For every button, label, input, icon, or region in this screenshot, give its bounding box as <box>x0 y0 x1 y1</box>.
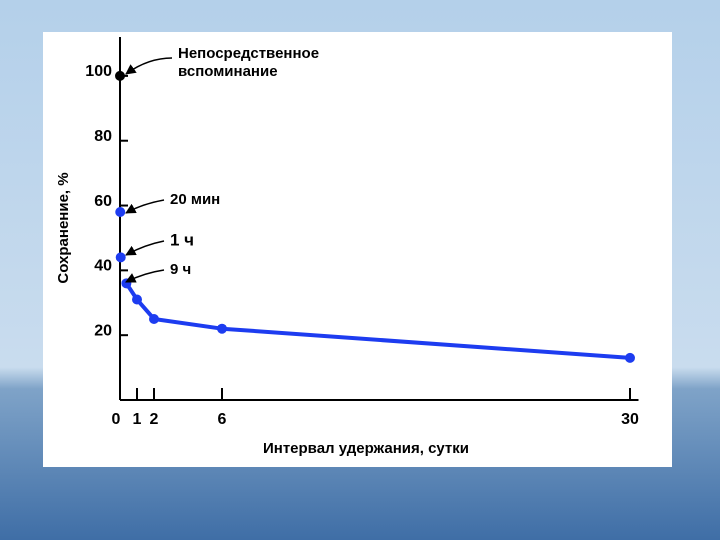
x-tick-label: 1 <box>133 411 142 428</box>
arrow <box>125 57 173 75</box>
annotation: Непосредственное <box>178 45 319 62</box>
arrow <box>125 240 165 256</box>
plot-area: 20 40 60 80 100 0 1 2 6 30 <box>85 37 639 428</box>
annotation: вспоминание <box>178 63 278 80</box>
data-point <box>217 323 227 334</box>
y-tick-label: 80 <box>94 128 112 145</box>
data-point <box>149 313 159 324</box>
x-axis-label: Интервал удержания, сутки <box>263 440 469 457</box>
y-tick-label: 100 <box>85 63 112 80</box>
arrow <box>125 199 165 214</box>
y-tick-label: 60 <box>94 193 112 210</box>
x-tick-label: 2 <box>150 411 159 428</box>
annotation: 20 мин <box>170 191 220 208</box>
arrow <box>125 269 165 283</box>
data-point <box>115 70 125 81</box>
data-point <box>132 294 142 305</box>
x-tick-label: 0 <box>112 411 121 428</box>
data-point <box>115 207 126 218</box>
chart-panel <box>43 32 672 467</box>
y-tick-label: 40 <box>94 258 112 275</box>
data-point <box>115 252 126 263</box>
data-point <box>625 352 635 363</box>
annotation: 1 ч <box>170 230 194 249</box>
x-tick-label: 30 <box>621 411 639 428</box>
annotation: 9 ч <box>170 261 191 278</box>
y-axis-label: Сохранение, % <box>55 172 72 283</box>
x-tick-label: 6 <box>218 411 227 428</box>
y-tick-label: 20 <box>94 322 112 339</box>
